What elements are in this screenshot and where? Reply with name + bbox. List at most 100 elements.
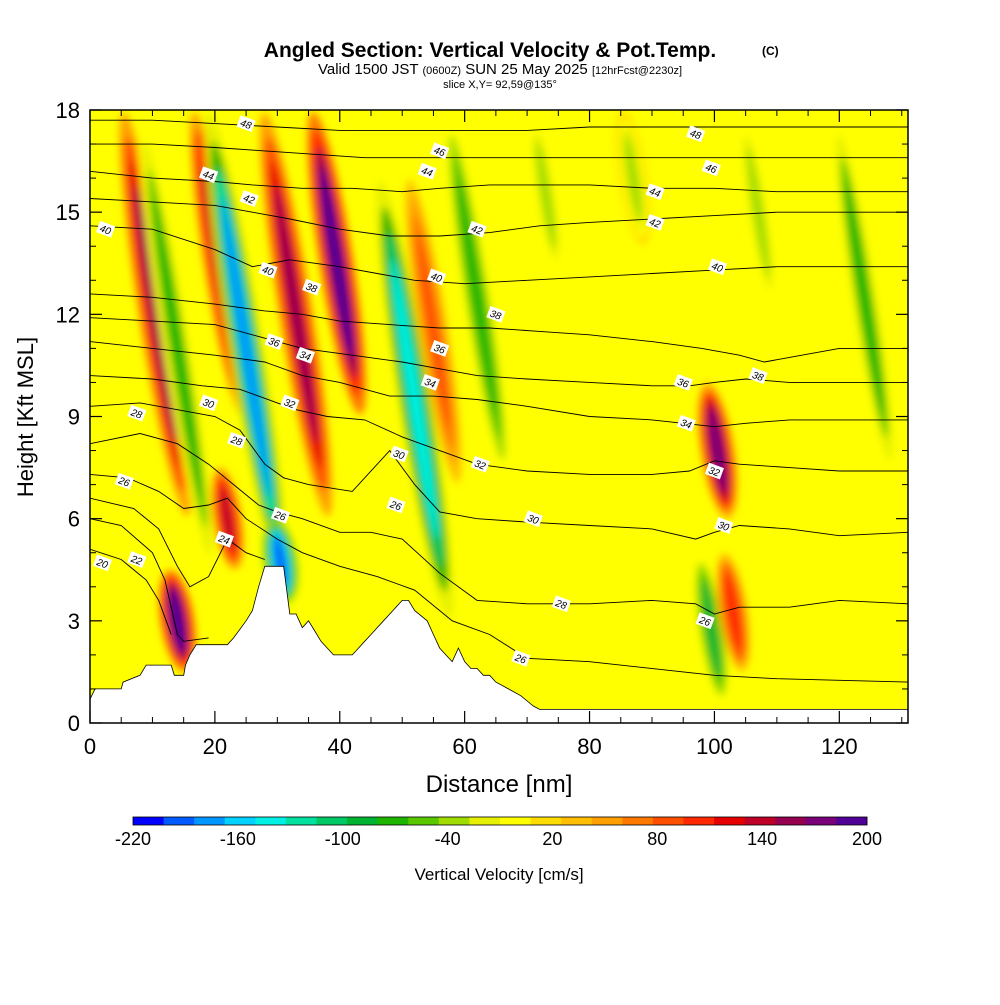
contour-label: 28	[127, 404, 147, 422]
contour-label: 36	[264, 333, 284, 350]
contour-label-bg	[239, 190, 259, 207]
contour-label-bg	[280, 394, 300, 412]
contour-label: 40	[258, 261, 278, 279]
velocity-feature-downdraft	[615, 110, 652, 246]
contour-label-bg	[92, 554, 113, 572]
contour-label-bg	[302, 278, 322, 296]
colorbar-swatch	[775, 817, 807, 825]
contour-label-bg	[748, 367, 768, 384]
colorbar-tick-label: -220	[115, 829, 151, 849]
contour-label-text: 42	[469, 224, 484, 238]
contour-label-bg	[704, 462, 724, 480]
velocity-feature-updraft	[119, 112, 192, 517]
colorbar-swatch	[285, 817, 317, 825]
contour-label-bg	[389, 445, 409, 463]
contour-label-text: 38	[488, 309, 503, 323]
x-axis-title: Distance [nm]	[426, 771, 573, 798]
theta-contour-46	[90, 143, 908, 159]
contour-label-bg	[214, 530, 234, 548]
velocity-shell	[391, 259, 438, 540]
contour-label-text: 30	[201, 397, 216, 411]
contour-label-bg	[236, 115, 256, 132]
contour-label-bg	[386, 496, 406, 514]
contour-label: 48	[686, 125, 706, 143]
colorbar-swatch	[652, 817, 684, 825]
contour-label-text: 38	[750, 370, 765, 384]
theta-contour-44	[90, 170, 908, 193]
theta-contour-22	[90, 518, 209, 642]
contour-label: 28	[227, 431, 247, 449]
contour-label-text: 32	[473, 459, 488, 473]
terrain-mask	[90, 565, 908, 723]
contour-label-text: 32	[707, 465, 722, 479]
contour-label: 40	[96, 220, 116, 238]
colorbar-tick-label: -40	[435, 829, 461, 849]
contour-label-bg	[127, 551, 147, 568]
colorbar-tick-label: -100	[325, 829, 361, 849]
chart-title-tag: (C)	[762, 44, 779, 58]
contour-label: 30	[714, 517, 734, 534]
velocity-shell	[536, 141, 556, 249]
y-tick-label: 3	[68, 609, 80, 634]
contour-label: 36	[430, 340, 450, 357]
contour-label: 34	[676, 414, 696, 432]
contour-label-text: 42	[647, 217, 662, 231]
contour-label-text: 20	[94, 557, 110, 572]
colorbar-swatch	[224, 817, 256, 825]
contour-label-bg	[523, 510, 543, 528]
colorbar-swatch	[194, 817, 226, 825]
contour-label-bg	[714, 517, 734, 534]
contour-label-text: 42	[242, 193, 257, 207]
colorbar-tick-label: 20	[542, 829, 562, 849]
contour-label-text: 36	[432, 343, 447, 357]
contour-label-bg	[227, 431, 247, 449]
contour-label-bg	[695, 612, 715, 630]
contour-label-text: 36	[267, 336, 282, 350]
contour-label: 30	[523, 510, 543, 528]
theta-contour-48	[90, 119, 908, 131]
contour-label: 42	[239, 190, 259, 207]
y-tick-label: 9	[68, 405, 80, 430]
colorbar-swatch	[500, 817, 531, 825]
chart-subtitle: Valid 1500 JST (0600Z) SUN 25 May 2025 […	[318, 61, 682, 78]
contour-label-text: 40	[98, 224, 113, 238]
contour-label: 46	[430, 142, 450, 160]
contour-label-bg	[486, 305, 506, 323]
colorbar-swatch	[561, 817, 593, 825]
velocity-feature-updraft	[259, 112, 333, 517]
velocity-feature-updraft	[158, 570, 197, 672]
colorbar-swatch	[683, 817, 715, 825]
contour-label-text: 36	[676, 377, 691, 391]
velocity-shell	[746, 147, 770, 277]
velocity-shell	[702, 580, 721, 678]
theta-contour-34	[90, 341, 908, 428]
contour-label: 38	[486, 305, 506, 323]
theta-contour-32	[90, 375, 908, 475]
contour-label-bg	[686, 125, 706, 143]
contour-label-text: 28	[228, 434, 244, 449]
velocity-shell	[134, 185, 177, 444]
colorbar-tick-label: -160	[220, 829, 256, 849]
terrain	[90, 565, 908, 723]
velocity-feature-downdraft	[692, 553, 730, 706]
contour-label: 36	[673, 374, 693, 391]
theta-contour-28	[90, 433, 908, 615]
contour-label-text: 40	[710, 261, 725, 275]
velocity-shell	[221, 197, 271, 500]
contour-label-bg	[430, 340, 450, 357]
velocity-feature-updraft	[716, 553, 751, 672]
contour-label: 42	[645, 214, 665, 231]
contour-label-bg	[199, 166, 219, 184]
colorbar-swatch	[438, 817, 470, 825]
contour-label: 40	[707, 258, 728, 275]
y-tick-label: 15	[56, 200, 80, 225]
valid-date: SUN 25 May 2025	[465, 61, 588, 78]
contour-label: 26	[695, 612, 715, 630]
contour-label-bg	[295, 346, 315, 364]
contour-label-bg	[96, 220, 116, 238]
colorbar-swatch	[408, 817, 440, 825]
contour-label: 24	[214, 530, 234, 548]
slice-info: slice X,Y= 92,59@135°	[443, 79, 557, 91]
contour-label-bg	[551, 595, 571, 613]
theta-contour-38	[90, 293, 908, 363]
